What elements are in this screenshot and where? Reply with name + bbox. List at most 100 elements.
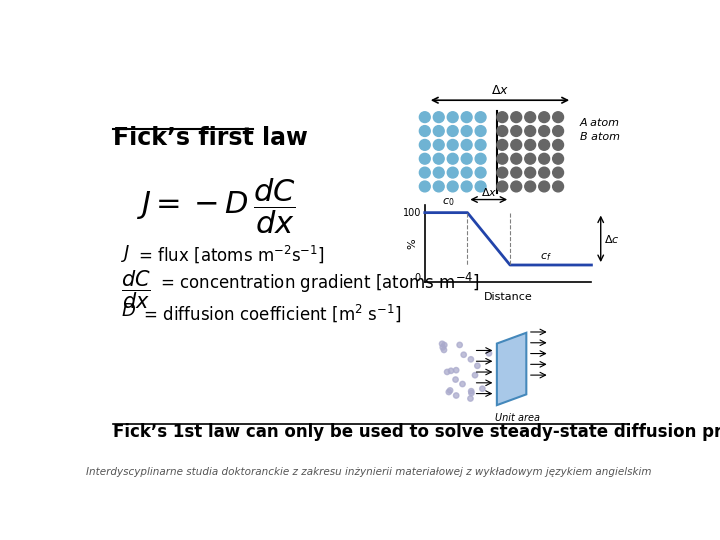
Circle shape	[462, 153, 472, 164]
Circle shape	[433, 153, 444, 164]
Circle shape	[462, 167, 472, 178]
Circle shape	[475, 112, 486, 123]
Circle shape	[475, 139, 486, 150]
Circle shape	[510, 181, 522, 192]
Circle shape	[468, 396, 473, 401]
Circle shape	[497, 112, 508, 123]
Circle shape	[419, 181, 431, 192]
Circle shape	[433, 139, 444, 150]
Text: $\Delta c$: $\Delta c$	[604, 233, 619, 245]
Text: = diffusion coefficient [m$^{2}$ s$^{-1}$]: = diffusion coefficient [m$^{2}$ s$^{-1}…	[133, 302, 402, 323]
Circle shape	[447, 388, 453, 393]
Circle shape	[510, 112, 522, 123]
Text: 100: 100	[402, 208, 421, 218]
Text: $D$: $D$	[121, 302, 136, 320]
Circle shape	[462, 181, 472, 192]
Circle shape	[539, 153, 549, 164]
Text: $J$: $J$	[121, 244, 131, 265]
Text: $\Delta x$: $\Delta x$	[491, 84, 509, 97]
Circle shape	[539, 126, 549, 137]
Circle shape	[480, 386, 485, 391]
Circle shape	[553, 153, 564, 164]
Circle shape	[461, 352, 467, 357]
Text: Fick’s 1st law can only be used to solve steady-state diffusion problems.: Fick’s 1st law can only be used to solve…	[113, 423, 720, 441]
Circle shape	[446, 389, 451, 395]
Circle shape	[441, 342, 447, 348]
Text: A atom: A atom	[580, 118, 620, 129]
Circle shape	[475, 167, 486, 178]
Circle shape	[539, 112, 549, 123]
Circle shape	[433, 112, 444, 123]
Circle shape	[553, 139, 564, 150]
Circle shape	[462, 126, 472, 137]
Circle shape	[469, 388, 474, 394]
Text: %: %	[408, 238, 418, 249]
Circle shape	[525, 126, 536, 137]
Text: = flux [atoms m$^{-2}$s$^{-1}$]: = flux [atoms m$^{-2}$s$^{-1}$]	[133, 244, 325, 265]
Circle shape	[419, 167, 431, 178]
Circle shape	[447, 126, 458, 137]
Circle shape	[474, 363, 480, 368]
Circle shape	[419, 112, 431, 123]
Circle shape	[497, 181, 508, 192]
Text: $J = -D\,\dfrac{dC}{dx}$: $J = -D\,\dfrac{dC}{dx}$	[137, 177, 297, 236]
Circle shape	[419, 126, 431, 137]
Circle shape	[439, 341, 445, 347]
Circle shape	[433, 181, 444, 192]
Circle shape	[525, 112, 536, 123]
Text: Distance: Distance	[484, 292, 533, 302]
Circle shape	[525, 167, 536, 178]
Circle shape	[539, 167, 549, 178]
Circle shape	[475, 126, 486, 137]
Circle shape	[475, 181, 486, 192]
Circle shape	[468, 356, 474, 362]
Circle shape	[539, 181, 549, 192]
Circle shape	[419, 139, 431, 150]
Text: $\Delta x$: $\Delta x$	[480, 186, 497, 198]
Circle shape	[497, 153, 508, 164]
Circle shape	[447, 112, 458, 123]
Circle shape	[449, 368, 454, 374]
Circle shape	[419, 153, 431, 164]
Circle shape	[433, 167, 444, 178]
Circle shape	[510, 126, 522, 137]
Circle shape	[486, 350, 492, 356]
Circle shape	[453, 377, 458, 382]
Circle shape	[447, 139, 458, 150]
Circle shape	[469, 390, 474, 396]
Circle shape	[462, 112, 472, 123]
Circle shape	[440, 345, 446, 350]
Circle shape	[497, 126, 508, 137]
Circle shape	[441, 347, 446, 353]
Circle shape	[447, 167, 458, 178]
Circle shape	[447, 181, 458, 192]
Circle shape	[457, 342, 462, 348]
Circle shape	[553, 126, 564, 137]
Text: $c_0$: $c_0$	[442, 196, 454, 208]
Circle shape	[433, 126, 444, 137]
Text: $c_f$: $c_f$	[539, 252, 552, 264]
Circle shape	[462, 139, 472, 150]
Circle shape	[472, 373, 478, 378]
Circle shape	[510, 167, 522, 178]
Circle shape	[497, 139, 508, 150]
Circle shape	[447, 153, 458, 164]
Circle shape	[510, 139, 522, 150]
Circle shape	[510, 153, 522, 164]
Circle shape	[553, 112, 564, 123]
Circle shape	[497, 167, 508, 178]
Polygon shape	[497, 333, 526, 405]
Circle shape	[553, 167, 564, 178]
Circle shape	[525, 153, 536, 164]
Circle shape	[525, 181, 536, 192]
Circle shape	[454, 393, 459, 398]
Text: = concentration gradient [atoms m$^{-4}$]: = concentration gradient [atoms m$^{-4}$…	[155, 271, 480, 295]
Circle shape	[553, 181, 564, 192]
Circle shape	[475, 153, 486, 164]
Circle shape	[454, 368, 459, 373]
Text: $\dfrac{dC}{dx}$: $\dfrac{dC}{dx}$	[121, 268, 150, 310]
Text: 0: 0	[415, 273, 421, 283]
Text: B atom: B atom	[580, 132, 620, 142]
Circle shape	[539, 139, 549, 150]
Circle shape	[525, 139, 536, 150]
